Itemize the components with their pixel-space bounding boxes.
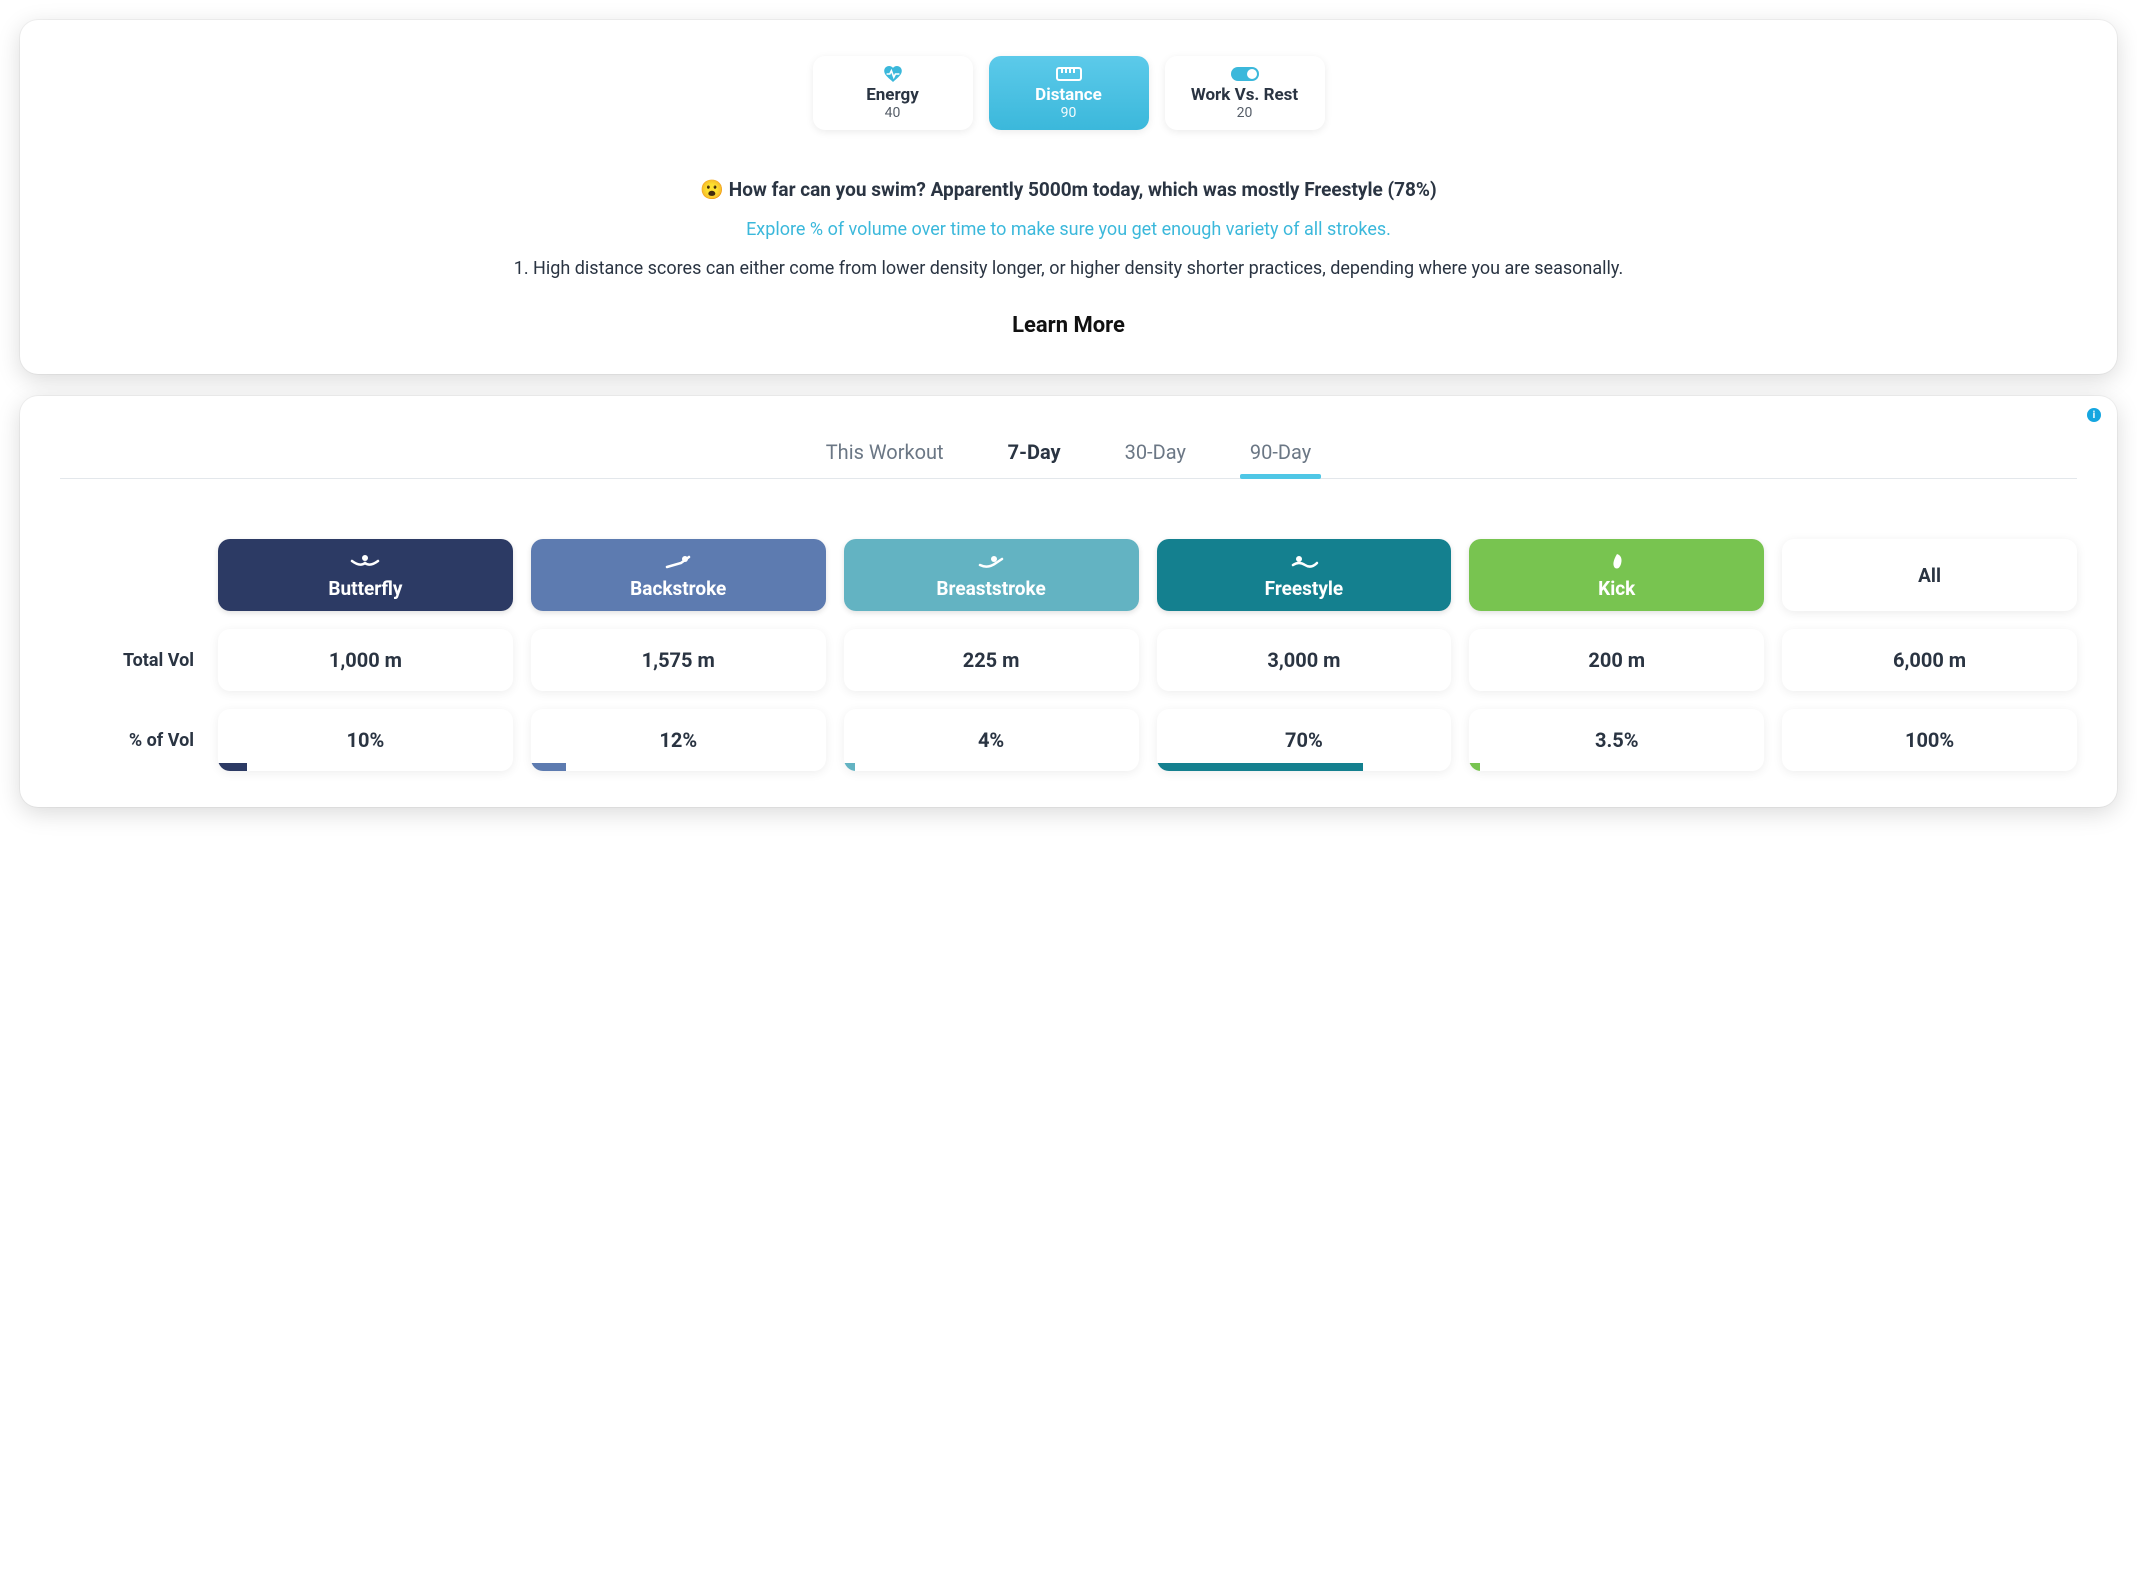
tab-30-day[interactable]: 30-Day (1121, 432, 1190, 478)
tip-text: 1. High distance scores can either come … (60, 258, 2077, 279)
tab-this-workout[interactable]: This Workout (822, 432, 948, 478)
pct-all: 100% (1782, 709, 2077, 771)
stroke-grid: Butterfly Backstroke Breaststroke Freest… (60, 539, 2077, 771)
stroke-kick[interactable]: Kick (1469, 539, 1764, 611)
total-all: 6,000 m (1782, 629, 2077, 691)
pct-backstroke: 12% (531, 709, 826, 771)
total-kick: 200 m (1469, 629, 1764, 691)
metric-label: Energy (866, 85, 919, 105)
row-label-total: Total Vol (60, 629, 200, 691)
kick-icon (1607, 551, 1627, 573)
summary-panel: Energy 40 Distance 90 Work Vs. Rest 20 😮… (20, 20, 2117, 374)
heart-icon (883, 65, 903, 83)
stroke-backstroke[interactable]: Backstroke (531, 539, 826, 611)
pct-bar (218, 763, 247, 771)
stroke-all[interactable]: All (1782, 539, 2077, 611)
total-butterfly: 1,000 m (218, 629, 513, 691)
stroke-label: Freestyle (1265, 577, 1344, 600)
metric-value: 40 (885, 105, 901, 121)
metric-energy[interactable]: Energy 40 (813, 56, 973, 130)
stroke-freestyle[interactable]: Freestyle (1157, 539, 1452, 611)
breakdown-panel: i This Workout 7-Day 30-Day 90-Day Butte… (20, 396, 2117, 807)
subline-link[interactable]: Explore % of volume over time to make su… (60, 219, 2077, 240)
metric-label: Distance (1035, 85, 1102, 105)
toggle-icon (1231, 65, 1259, 83)
metric-distance[interactable]: Distance 90 (989, 56, 1149, 130)
stroke-breaststroke[interactable]: Breaststroke (844, 539, 1139, 611)
total-breaststroke: 225 m (844, 629, 1139, 691)
pct-kick: 3.5% (1469, 709, 1764, 771)
pct-bar (531, 763, 566, 771)
metric-value: 90 (1061, 105, 1077, 121)
backstroke-icon (663, 551, 693, 573)
stroke-butterfly[interactable]: Butterfly (218, 539, 513, 611)
period-tabs: This Workout 7-Day 30-Day 90-Day (60, 432, 2077, 479)
tab-7-day[interactable]: 7-Day (1004, 432, 1065, 478)
breaststroke-icon (976, 551, 1006, 573)
metric-row: Energy 40 Distance 90 Work Vs. Rest 20 (60, 56, 2077, 130)
stroke-label: Kick (1598, 577, 1635, 600)
stroke-label: Backstroke (630, 577, 726, 600)
emoji: 😮 (700, 178, 724, 201)
tab-90-day[interactable]: 90-Day (1246, 432, 1315, 478)
pct-bar (844, 763, 856, 771)
metric-label: Work Vs. Rest (1191, 85, 1298, 105)
row-label-pct: % of Vol (60, 709, 200, 771)
pct-freestyle: 70% (1157, 709, 1452, 771)
freestyle-icon (1289, 551, 1319, 573)
learn-more-link[interactable]: Learn More (60, 313, 2077, 338)
info-icon[interactable]: i (2087, 408, 2101, 422)
headline-text: How far can you swim? Apparently 5000m t… (729, 178, 1437, 201)
ruler-icon (1056, 65, 1082, 83)
butterfly-icon (350, 551, 380, 573)
headline: 😮 How far can you swim? Apparently 5000m… (60, 178, 2077, 201)
total-freestyle: 3,000 m (1157, 629, 1452, 691)
pct-butterfly: 10% (218, 709, 513, 771)
metric-value: 20 (1237, 105, 1253, 121)
stroke-label: Butterfly (328, 577, 402, 600)
pct-breaststroke: 4% (844, 709, 1139, 771)
pct-bar (1469, 763, 1479, 771)
pct-bar (1157, 763, 1363, 771)
total-backstroke: 1,575 m (531, 629, 826, 691)
stroke-label: All (1918, 564, 1941, 587)
metric-work-vs-rest[interactable]: Work Vs. Rest 20 (1165, 56, 1325, 130)
stroke-label: Breaststroke (936, 577, 1045, 600)
